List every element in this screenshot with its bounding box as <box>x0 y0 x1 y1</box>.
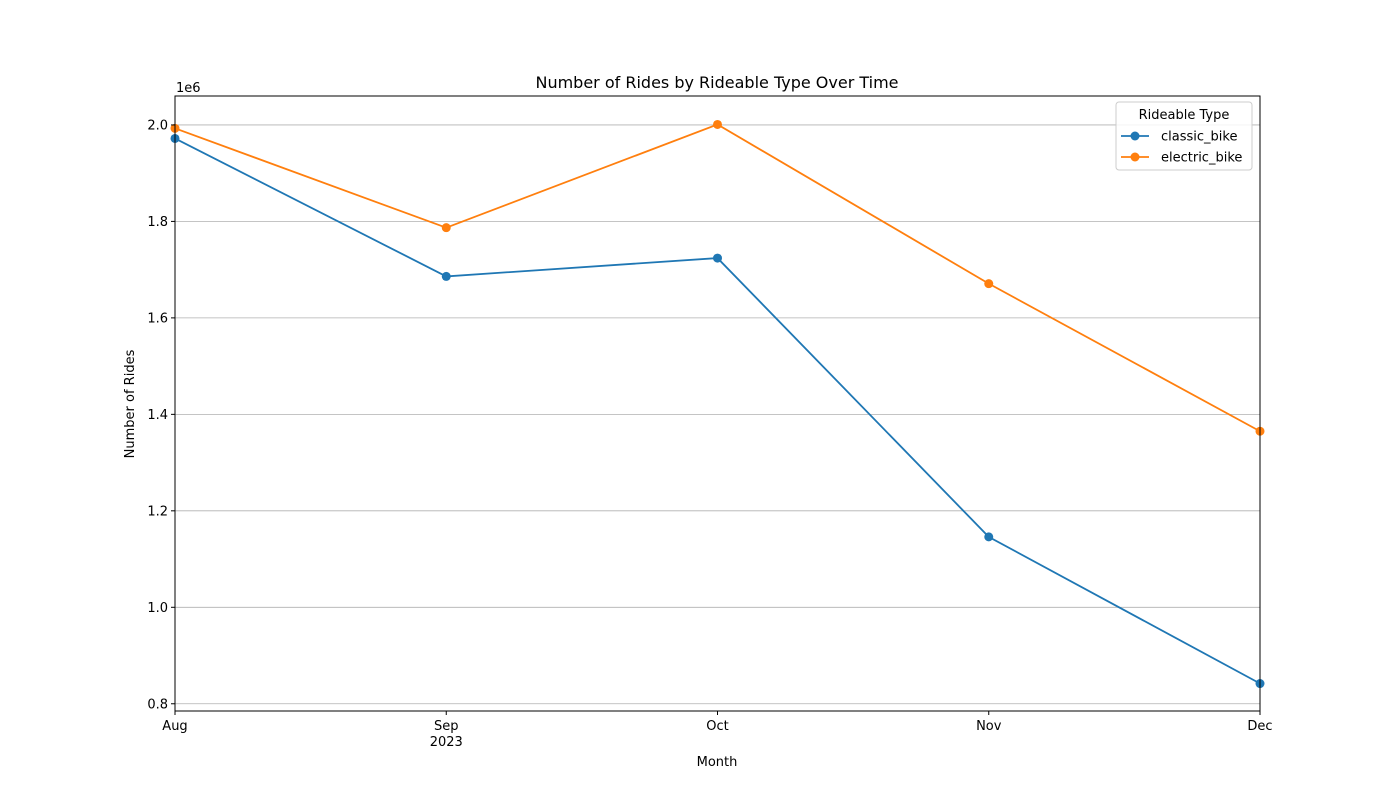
y-tick-label: 1.4 <box>147 408 168 423</box>
legend: Rideable Type classic_bike electric_bike <box>1115 101 1253 171</box>
legend-label-classic_bike: classic_bike <box>1161 130 1237 145</box>
series-layer <box>170 119 1265 689</box>
legend-marker-electric_bike <box>1130 152 1140 162</box>
y-tick-label: 2.0 <box>147 118 168 133</box>
series-line-electric_bike <box>174 123 1261 433</box>
y-tick-label: 0.8 <box>147 697 168 712</box>
series-line-classic_bike <box>174 137 1261 685</box>
data-point-classic_bike <box>713 253 722 263</box>
y-offset-label: 1e6 <box>176 81 201 96</box>
y-axis-title: Number of Rides <box>123 349 138 458</box>
x-tick-sublabel: 2023 <box>430 735 463 750</box>
data-point-classic_bike <box>441 271 451 281</box>
legend-label-electric_bike: electric_bike <box>1161 151 1242 166</box>
gridlines <box>175 124 1260 705</box>
x-tick-label: Aug <box>162 719 187 734</box>
chart-title: Number of Rides by Rideable Type Over Ti… <box>535 73 898 92</box>
legend-box <box>1115 101 1253 171</box>
data-point-electric_bike <box>713 119 722 129</box>
x-tick-label: Nov <box>976 719 1002 734</box>
legend-marker-classic_bike <box>1130 131 1140 141</box>
legend-title: Rideable Type <box>1139 108 1230 123</box>
x-tick-label: Sep <box>434 719 459 734</box>
x-tick-label: Dec <box>1247 719 1272 734</box>
y-tick-label: 1.6 <box>147 311 168 326</box>
x-axis-title: Month <box>697 755 738 770</box>
data-point-classic_bike <box>984 532 994 542</box>
data-point-electric_bike <box>984 279 994 289</box>
y-tick-label: 1.8 <box>147 215 168 230</box>
y-tick-label: 1.0 <box>147 601 168 616</box>
data-point-electric_bike <box>441 223 451 233</box>
x-tick-label: Oct <box>706 719 728 734</box>
y-tick-label: 1.2 <box>147 504 168 519</box>
